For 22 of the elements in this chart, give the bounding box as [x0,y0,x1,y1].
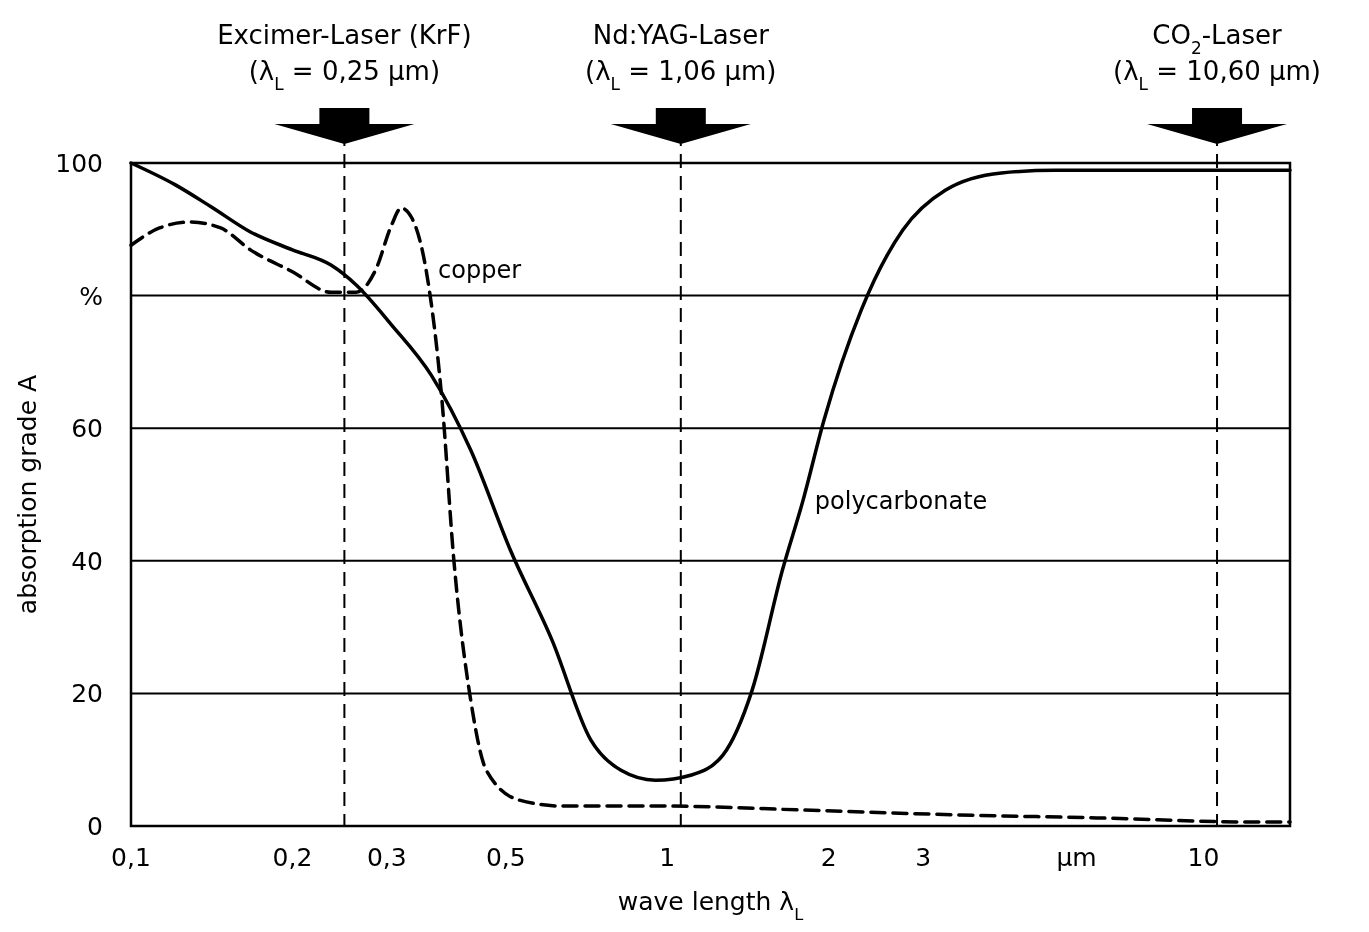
y-tick-label: % [79,281,103,311]
x-tick-label: 2 [820,843,837,872]
series-label: copper [438,255,522,284]
ref-line-label: Nd:YAG-Laser (λ$_{L}$ = 1,06 µm) [585,20,777,94]
x-tick-label: 10 [1187,843,1220,872]
x-tick-label: 3 [915,843,932,872]
x-tick-label: 1 [659,843,676,872]
y-tick-label: 0 [87,812,103,841]
x-tick-label: 0,3 [366,843,407,872]
series-label: polycarbonate [814,487,988,516]
ref-line-label: Excimer-Laser (KrF) (λ$_{L}$ = 0,25 µm) [217,20,472,94]
x-axis-title: wave length λ$_{L}$ [617,887,804,924]
text: CO$_{2}$-Laser (λ$_{L}$ = 10,60 µm) [1113,20,1322,94]
y-axis-title: absorption grade A [13,374,42,615]
x-tick-label: 0,5 [485,843,526,872]
y-tick-label: 20 [71,679,103,709]
x-tick-label: µm [1056,843,1097,872]
x-tick-label: 0,1 [111,843,151,872]
y-tick-label: 100 [55,149,103,178]
y-tick-label: 60 [71,414,103,444]
y-tick-label: 40 [71,546,103,576]
x-tick-label: 0,2 [272,843,313,872]
